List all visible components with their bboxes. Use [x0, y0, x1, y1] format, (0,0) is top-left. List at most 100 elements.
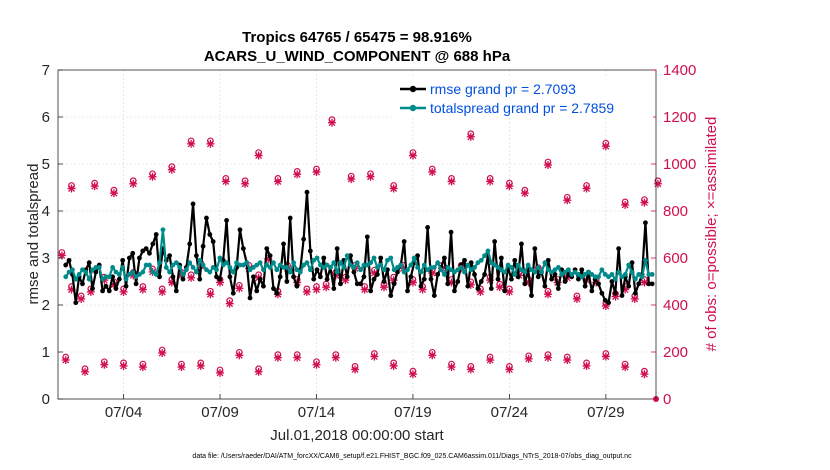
obs-assimilated-marker	[81, 367, 90, 376]
rmse-point	[374, 272, 380, 277]
spread-point	[545, 267, 551, 273]
rmse-point	[150, 241, 156, 247]
spread-point	[83, 269, 89, 275]
obs-assimilated-marker	[505, 182, 514, 191]
spread-point	[482, 253, 487, 259]
obs-assimilated-marker	[67, 285, 76, 294]
spread-point	[197, 257, 203, 263]
rmse-point	[606, 300, 611, 306]
rmse-point	[227, 274, 233, 280]
rmse-point	[281, 241, 286, 247]
legend-spread-label: totalspread grand pr = 2.7859	[430, 100, 614, 116]
legend: rmse grand pr = 2.7093 totalspread grand…	[395, 78, 653, 118]
rmse-point	[629, 260, 635, 266]
y-tick-label-left: 1	[42, 344, 50, 361]
spread-point	[475, 260, 481, 266]
spread-point	[271, 260, 276, 266]
spread-point	[488, 260, 494, 266]
spread-point	[612, 276, 618, 282]
rmse-point	[371, 276, 377, 282]
y-tick-label-right: 0	[663, 391, 671, 408]
rmse-point	[381, 279, 387, 284]
obs-assimilated-marker	[347, 175, 356, 184]
rmse-point	[113, 286, 119, 291]
rmse-point	[137, 255, 142, 261]
x-tick-label: 07/29	[587, 404, 625, 421]
legend-box	[395, 78, 653, 118]
rmse-point	[66, 257, 72, 263]
obs-assimilated-marker	[322, 283, 331, 292]
rmse-point	[334, 246, 340, 252]
rmse-point	[602, 297, 608, 303]
spread-point	[431, 265, 437, 270]
y-tick-label-right: 600	[663, 250, 688, 267]
spread-point	[622, 272, 628, 277]
legend-rmse-label: rmse grand pr = 2.7093	[430, 81, 576, 97]
spread-point	[297, 269, 303, 275]
obs-assimilated-marker	[293, 170, 302, 179]
spread-point	[147, 262, 152, 268]
obs-assimilated-marker	[331, 353, 340, 362]
spread-point	[126, 272, 132, 277]
rmse-point	[468, 260, 474, 266]
spread-point	[113, 269, 119, 275]
grid	[58, 70, 656, 399]
y-tick-label-left: 2	[42, 297, 50, 314]
spread-point	[291, 260, 296, 266]
spread-point	[438, 267, 444, 273]
obs-assimilated-marker	[582, 361, 591, 370]
obs-assimilated-marker	[196, 361, 205, 370]
obs-assimilated-marker	[621, 363, 630, 372]
obs-assimilated-marker	[158, 287, 167, 296]
spread-point	[334, 269, 340, 275]
spread-point	[210, 265, 216, 270]
spread-point	[512, 272, 518, 277]
y-tick-label-left: 3	[42, 250, 50, 267]
spread-point	[116, 272, 122, 277]
spread-point	[398, 262, 404, 268]
obs-assimilated-marker	[206, 139, 215, 148]
rmse-point	[364, 234, 370, 240]
spread-point	[395, 265, 400, 270]
rmse-point	[616, 246, 622, 252]
spread-point	[207, 269, 213, 275]
spread-point	[586, 269, 591, 275]
spread-point	[314, 255, 320, 261]
obs-assimilated-marker	[57, 251, 66, 260]
rmse-point	[204, 215, 209, 221]
rmse-point	[452, 288, 457, 294]
spread-point	[388, 255, 394, 261]
x-tick-label: 07/24	[491, 404, 529, 421]
spread-point	[408, 262, 414, 268]
rmse-point	[120, 257, 126, 263]
spread-point	[452, 269, 457, 275]
rmse-point	[261, 283, 266, 289]
spread-point	[150, 269, 156, 275]
spread-point	[405, 267, 410, 273]
rmse-point	[391, 281, 397, 287]
axis-ticks: 0 1 2 3 4 5 6 7 0 200 400 600 800 1000 1200 1400 07/04 07…	[42, 62, 697, 421]
spread-point	[385, 257, 390, 263]
spread-point	[66, 269, 72, 275]
spread-point	[532, 269, 538, 275]
legend-rmse-marker	[409, 85, 417, 93]
rmse-point	[291, 274, 296, 280]
spread-point	[254, 262, 260, 268]
rmse-point	[100, 288, 105, 294]
rmse-point	[522, 281, 528, 287]
spread-point	[502, 269, 508, 275]
spread-point	[455, 267, 461, 273]
rmse-point	[304, 189, 310, 195]
rmse-point	[542, 283, 548, 289]
spread-point	[569, 272, 575, 277]
obs-assimilated-marker	[302, 287, 311, 296]
spread-point	[257, 260, 263, 266]
obs-assimilated-marker	[67, 184, 76, 193]
rmse-point	[445, 281, 451, 287]
rmse-point	[388, 293, 394, 298]
spread-point	[401, 269, 407, 275]
rmse-point	[224, 218, 229, 223]
spread-point	[576, 272, 581, 277]
obs-assimilated-marker	[428, 168, 437, 177]
